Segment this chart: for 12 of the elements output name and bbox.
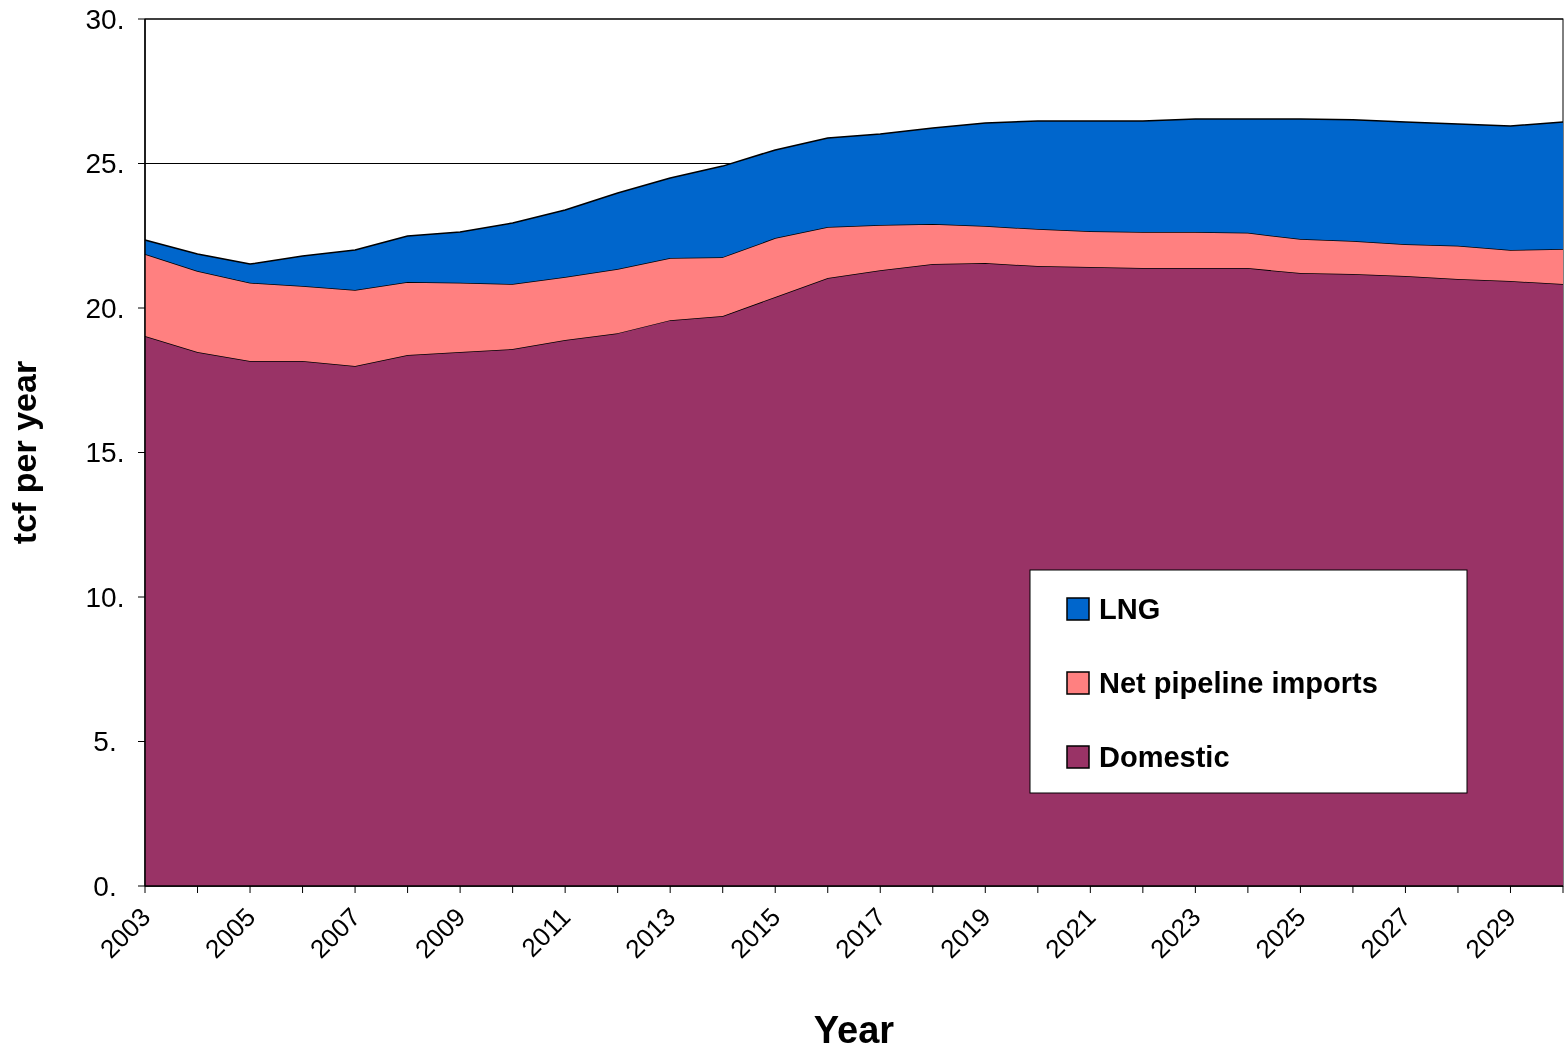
y-tick-label: 0. <box>93 870 117 902</box>
y-tick-label: 30. <box>85 3 125 35</box>
legend-label: Net pipeline imports <box>1099 667 1378 700</box>
y-tick-label: 25. <box>85 148 125 180</box>
y-axis-title: tcf per year <box>5 360 43 545</box>
y-tick-label: 15. <box>85 437 125 469</box>
legend-label: Domestic <box>1099 741 1230 774</box>
x-axis-title: Year <box>813 1009 895 1051</box>
y-tick-label: 20. <box>85 292 125 324</box>
y-tick-label: 5. <box>93 726 117 758</box>
y-tick-label: 10. <box>85 581 125 613</box>
legend-label: LNG <box>1099 593 1161 626</box>
